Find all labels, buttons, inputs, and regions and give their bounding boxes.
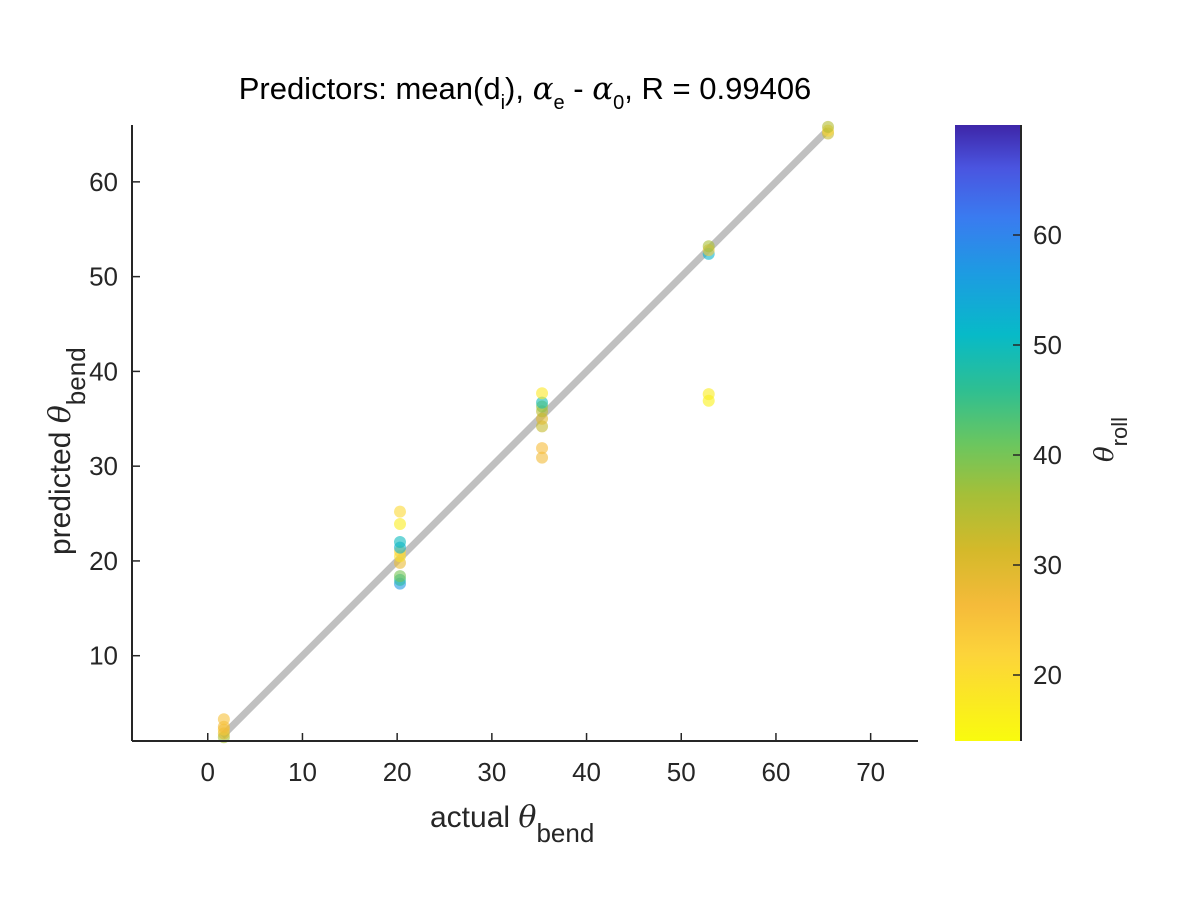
x-axis-ticks: 0 10 20 30 40 50 60 70 (201, 733, 885, 787)
colorbar-tick-label: 30 (1033, 550, 1062, 580)
y-axis-label-text: predicted (44, 423, 77, 555)
colorbar-tick-label: 40 (1033, 440, 1062, 470)
title-alpha-0: α (592, 71, 613, 107)
title-alpha-e: α (533, 71, 554, 107)
scatter-point (822, 120, 835, 133)
x-tick-label: 20 (383, 757, 412, 787)
scatter-point (702, 388, 715, 401)
y-tick-label: 30 (89, 451, 118, 481)
scatter-point (217, 713, 230, 726)
x-tick-label: 50 (667, 757, 696, 787)
x-axis-label-text: actual (430, 801, 518, 834)
y-axis-ticks: 10 20 30 40 50 60 (89, 167, 140, 671)
x-tick-label: 0 (201, 757, 215, 787)
scatter-point (536, 451, 549, 464)
x-tick-label: 10 (288, 757, 317, 787)
title-mid2: - (565, 71, 593, 106)
x-tick-label: 30 (477, 757, 506, 787)
colorbar-label-theta: θ (1090, 446, 1120, 462)
title-prefix: Predictors: mean(d (239, 71, 501, 106)
x-tick-label: 60 (761, 757, 790, 787)
scatter-point (536, 396, 549, 409)
title-sub-e: e (554, 92, 565, 114)
colorbar-ticks: 20 30 40 50 60 (1013, 220, 1062, 690)
chart-title: Predictors: mean(di), αe - α0, R = 0.994… (239, 71, 812, 114)
x-tick-label: 70 (856, 757, 885, 787)
y-tick-label: 60 (89, 167, 118, 197)
y-axis-label-sub: bend (61, 347, 91, 405)
y-tick-label: 50 (89, 262, 118, 292)
title-suffix: , R = 0.99406 (624, 71, 811, 106)
scatter-point (536, 387, 549, 400)
title-sub-0: 0 (613, 92, 624, 114)
x-axis-label-theta: θ (518, 800, 536, 835)
colorbar-tick-label: 20 (1033, 660, 1062, 690)
y-axis-label-theta: θ (43, 405, 78, 423)
y-tick-label: 40 (89, 356, 118, 386)
colorbar-tick-label: 50 (1033, 330, 1062, 360)
scatter-point (393, 517, 406, 530)
scatter-point (393, 570, 406, 583)
y-tick-label: 20 (89, 546, 118, 576)
colorbar-label: θroll (1090, 417, 1132, 462)
x-axis-label: actual θbend (430, 800, 594, 848)
scatter-point (536, 442, 549, 455)
scatter-points (217, 120, 835, 744)
title-mid1: ), (505, 71, 533, 106)
scatter-point (393, 505, 406, 518)
scatter-point (393, 535, 406, 548)
colorbar (955, 125, 1021, 741)
x-axis-label-sub: bend (536, 818, 594, 848)
scatter-point (702, 240, 715, 253)
reference-line (219, 127, 831, 739)
y-axis-label: predicted θbend (43, 347, 91, 555)
reference-line-layer (219, 127, 831, 739)
y-tick-label: 10 (89, 641, 118, 671)
x-tick-label: 40 (572, 757, 601, 787)
colorbar-tick-label: 60 (1033, 220, 1062, 250)
title-sub-i: i (501, 92, 505, 114)
colorbar-label-sub: roll (1107, 417, 1132, 446)
